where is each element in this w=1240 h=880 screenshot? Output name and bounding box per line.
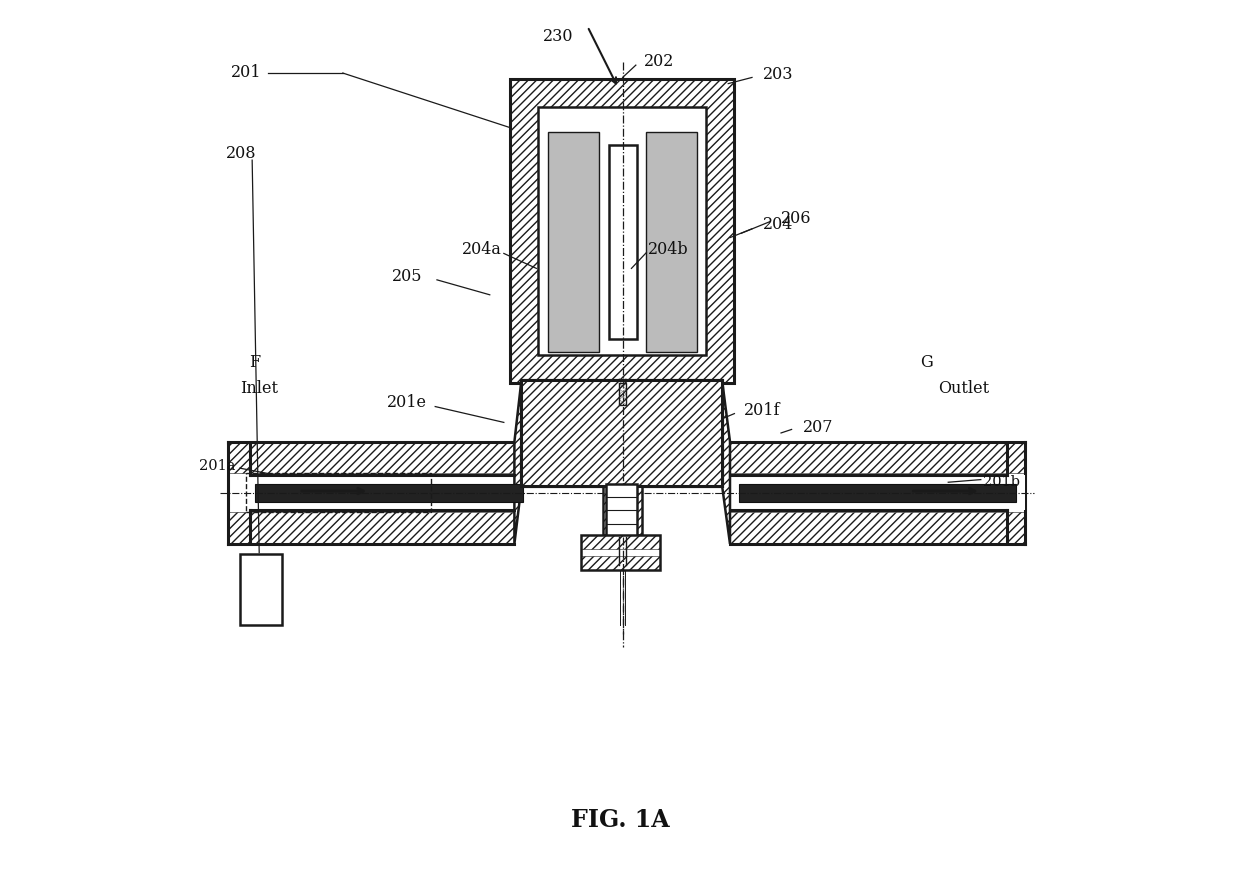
Text: 201: 201 — [231, 63, 262, 81]
Text: 204: 204 — [763, 216, 794, 233]
Bar — [582, 535, 661, 549]
Bar — [522, 380, 722, 486]
Bar — [634, 486, 642, 535]
Text: 204b: 204b — [649, 241, 688, 259]
Text: FIG. 1A: FIG. 1A — [570, 808, 670, 832]
Bar — [246, 473, 430, 512]
Bar — [739, 484, 1016, 502]
Text: 206: 206 — [781, 209, 811, 227]
Bar — [609, 145, 636, 339]
Bar — [538, 107, 707, 355]
Text: 201f: 201f — [744, 402, 781, 420]
Bar — [228, 442, 515, 473]
Text: 230: 230 — [543, 28, 574, 46]
Bar — [228, 512, 515, 544]
Bar — [730, 512, 1024, 544]
Bar — [239, 554, 281, 625]
Bar — [604, 486, 613, 535]
Bar — [582, 535, 661, 570]
Text: G: G — [920, 354, 932, 371]
Polygon shape — [515, 380, 522, 544]
Text: Inlet: Inlet — [239, 380, 278, 398]
Text: 204a: 204a — [463, 241, 502, 259]
Bar — [730, 475, 1024, 510]
Bar — [522, 380, 722, 486]
Text: 201a: 201a — [198, 459, 236, 473]
Text: 203: 203 — [763, 66, 794, 84]
Bar — [619, 383, 626, 405]
Bar — [619, 383, 626, 405]
Text: 202: 202 — [645, 53, 675, 70]
Bar — [604, 486, 642, 535]
Text: 205: 205 — [392, 268, 423, 285]
Text: 201b: 201b — [982, 475, 1019, 489]
Bar — [522, 380, 722, 486]
Bar — [730, 442, 1024, 473]
Text: F: F — [249, 354, 260, 371]
Text: 201e: 201e — [387, 393, 427, 411]
Text: 208: 208 — [227, 144, 257, 162]
Text: 207: 207 — [802, 419, 833, 436]
Bar — [522, 380, 722, 486]
Bar — [606, 484, 636, 537]
Bar — [548, 132, 599, 352]
Bar — [646, 132, 697, 352]
Polygon shape — [722, 380, 730, 544]
Bar — [510, 79, 734, 383]
Text: Outlet: Outlet — [939, 380, 990, 398]
Bar — [522, 380, 722, 486]
Bar — [582, 556, 661, 570]
Bar — [250, 475, 515, 510]
Bar — [254, 484, 523, 502]
